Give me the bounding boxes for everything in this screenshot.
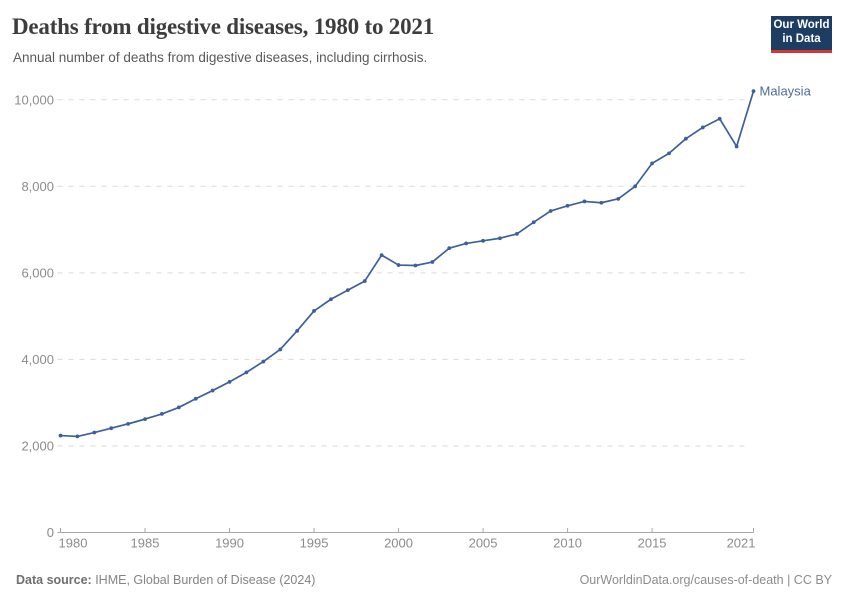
data-point[interactable]: [599, 200, 604, 205]
y-tick-label: 4,000: [21, 352, 54, 367]
x-tick-label: 1985: [131, 536, 160, 551]
x-tick-label: 2005: [469, 536, 498, 551]
data-point[interactable]: [312, 309, 316, 313]
data-point[interactable]: [210, 388, 215, 393]
data-point[interactable]: [92, 430, 97, 435]
y-tick-label: 10,000: [14, 92, 54, 107]
x-tick-label: 2021: [727, 536, 756, 551]
data-point[interactable]: [396, 263, 401, 267]
owid-logo[interactable]: Our World in Data: [771, 16, 832, 53]
data-point[interactable]: [244, 370, 249, 375]
data-point[interactable]: [700, 125, 705, 130]
y-axis-labels: 0 2,000 4,000 6,000 8,000 10,000: [14, 92, 54, 540]
y-tick-label: 6,000: [21, 265, 54, 280]
x-tick-label: 1990: [215, 536, 244, 551]
y-tick-label: 2,000: [21, 438, 54, 453]
data-point[interactable]: [413, 263, 418, 268]
malaysia-line[interactable]: [59, 90, 755, 438]
data-point[interactable]: [667, 151, 671, 156]
data-point[interactable]: [379, 253, 384, 258]
x-tick-label: 2015: [638, 536, 667, 551]
data-point[interactable]: [734, 144, 739, 149]
data-point[interactable]: [514, 232, 519, 236]
data-point[interactable]: [261, 359, 266, 364]
data-point[interactable]: [717, 116, 722, 121]
data-point[interactable]: [751, 89, 756, 93]
line-markers[interactable]: [58, 89, 756, 439]
chart-subtitle: Annual number of deaths from digestive d…: [13, 50, 428, 65]
data-point[interactable]: [633, 184, 638, 189]
data-point[interactable]: [193, 396, 198, 401]
data-point[interactable]: [481, 238, 485, 243]
data-point[interactable]: [345, 288, 350, 293]
data-point[interactable]: [531, 220, 536, 225]
data-point[interactable]: [75, 434, 80, 439]
x-axis: 1980 1985 1990 1995 2000 2005 2010 2015 2021: [57, 528, 756, 551]
data-point[interactable]: [58, 433, 63, 438]
data-point[interactable]: [464, 241, 469, 246]
data-point[interactable]: [143, 417, 147, 422]
credit-link[interactable]: OurWorldinData.org/causes-of-death | CC …: [579, 573, 832, 587]
y-tick-label: 0: [47, 525, 54, 540]
data-point[interactable]: [650, 161, 654, 166]
data-point[interactable]: [498, 236, 502, 241]
x-tick-label: 1995: [300, 536, 329, 551]
x-tick-label: 1980: [59, 536, 88, 551]
data-point[interactable]: [447, 246, 452, 251]
data-point[interactable]: [176, 405, 181, 410]
data-point[interactable]: [616, 196, 621, 201]
data-point[interactable]: [362, 279, 367, 283]
data-point[interactable]: [548, 209, 553, 213]
owid-logo-line2: in Data: [782, 32, 821, 45]
y-gridlines: [57, 99, 750, 447]
data-point[interactable]: [295, 328, 300, 333]
data-point[interactable]: [227, 380, 232, 384]
x-tick-label: 2000: [384, 536, 413, 551]
x-tick-label: 2010: [553, 536, 582, 551]
data-source: Data source: IHME, Global Burden of Dise…: [16, 573, 315, 587]
owid-logo-text: Our World in Data: [771, 16, 832, 50]
page-title: Deaths from digestive diseases, 1980 to …: [12, 14, 434, 39]
data-point[interactable]: [160, 412, 164, 416]
chart-footer: Data source: IHME, Global Burden of Dise…: [16, 573, 832, 587]
entity-label-malaysia[interactable]: Malaysia: [760, 84, 812, 99]
data-source-label: Data source:: [16, 573, 92, 587]
data-point[interactable]: [126, 421, 131, 426]
owid-logo-red-bar: [771, 49, 832, 53]
data-point[interactable]: [278, 347, 283, 352]
data-point[interactable]: [430, 260, 435, 264]
data-source-text: IHME, Global Burden of Disease (2024): [91, 573, 316, 587]
data-point[interactable]: [582, 199, 587, 204]
owid-logo-line1: Our World: [773, 19, 830, 31]
data-point[interactable]: [565, 203, 570, 208]
data-point[interactable]: [683, 136, 688, 141]
data-point[interactable]: [329, 297, 333, 302]
y-tick-label: 8,000: [21, 179, 54, 194]
data-point[interactable]: [109, 426, 114, 431]
